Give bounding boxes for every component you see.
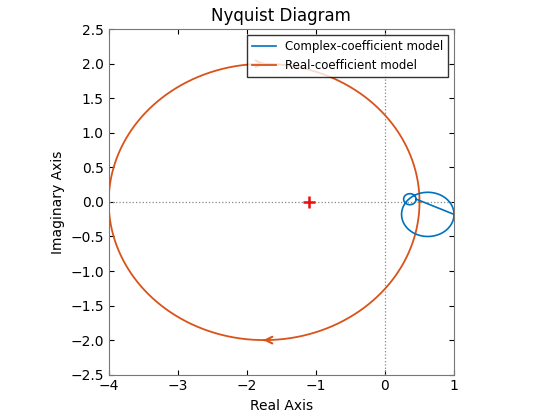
Line: Real-coefficient model: Real-coefficient model <box>109 64 419 340</box>
Real-coefficient model <box>414 223 421 228</box>
Complex-coefficient model <box>404 198 410 203</box>
Complex-coefficient model <box>408 229 415 234</box>
Legend: Complex-coefficient model, Real-coefficient model: Complex-coefficient model, Real-coeffici… <box>248 35 448 76</box>
Real-coefficient model <box>110 165 117 171</box>
Complex-coefficient model <box>424 190 431 195</box>
Real-coefficient model <box>298 333 305 339</box>
Real-coefficient model <box>414 224 421 229</box>
Real-coefficient model <box>106 188 113 193</box>
Complex-coefficient model <box>438 193 445 198</box>
Real-coefficient model <box>416 200 423 205</box>
Real-coefficient model <box>416 200 423 205</box>
Complex-coefficient model <box>451 212 458 217</box>
Y-axis label: Imaginary Axis: Imaginary Axis <box>50 150 64 254</box>
Complex-coefficient model <box>413 197 419 202</box>
Line: Complex-coefficient model: Complex-coefficient model <box>402 192 454 236</box>
Real-coefficient model <box>260 338 267 343</box>
Real-coefficient model <box>260 61 267 66</box>
Complex-coefficient model <box>402 200 408 205</box>
Complex-coefficient model <box>406 191 413 196</box>
Complex-coefficient model <box>410 192 417 197</box>
Complex-coefficient model <box>424 234 431 239</box>
Real-coefficient model <box>408 156 415 161</box>
X-axis label: Real Axis: Real Axis <box>250 399 313 413</box>
Title: Nyquist Diagram: Nyquist Diagram <box>212 7 351 25</box>
